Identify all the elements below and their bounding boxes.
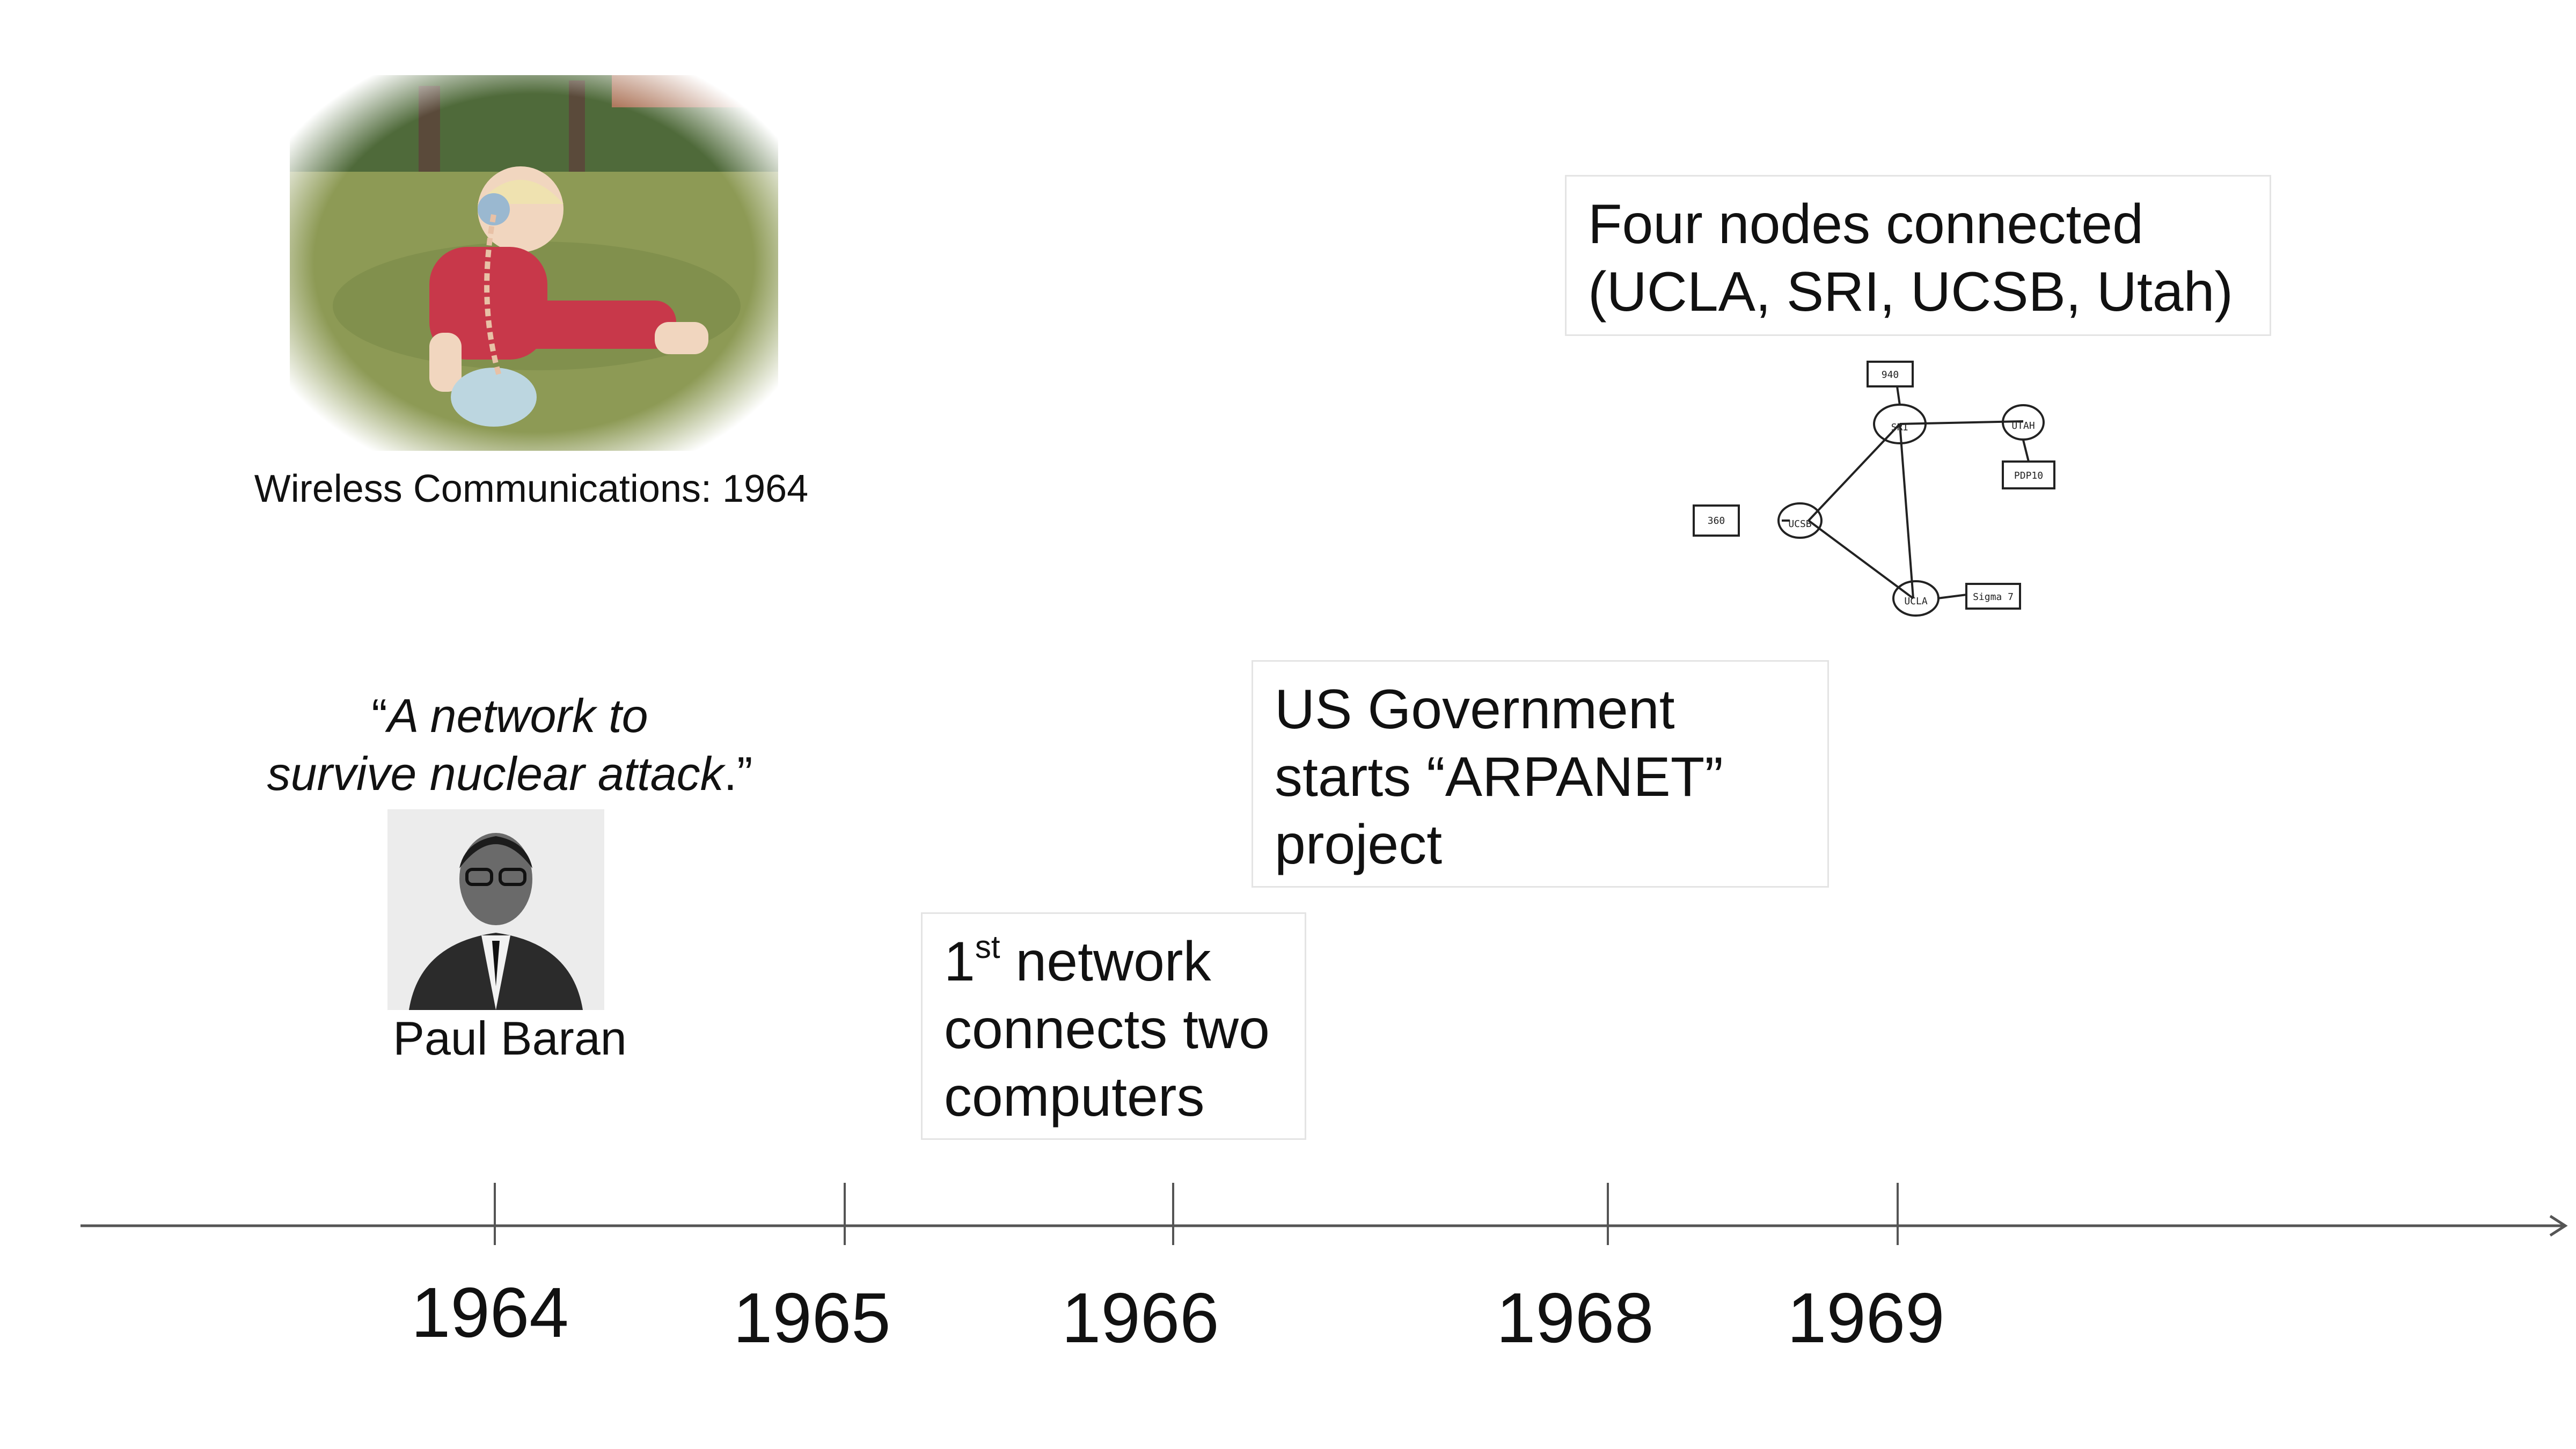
host-pdp10 [2002,460,2055,489]
node-utah-label: UTAH [2011,420,2035,431]
event-four-nodes: Four nodes connected (UCLA, SRI, UCSB, U… [1565,175,2271,336]
event-arpanet: US Government starts “ARPANET” project [1252,660,1829,888]
node-sri-label: SRI [1891,422,1909,433]
timeline-axis [80,1183,2568,1245]
host-360-label: 360 [1708,515,1725,526]
event-first-network-line-1: 1st network [944,928,1283,996]
host-sigma7-label: Sigma 7 [1973,591,2014,603]
baby-phone-photo [290,75,778,451]
host-940-label: 940 [1882,369,1899,380]
quote-open-mark: “ [371,689,387,742]
event-arpanet-line-1: US Government [1275,678,1675,741]
node-ucsb-label: UCSB [1788,518,1811,530]
person-name: Paul Baran [393,1012,627,1065]
paul-baran-portrait [387,809,604,1010]
host-940 [1867,361,1914,387]
year-label-1969: 1969 [1787,1278,1945,1357]
baran-quote: “A network to survive nuclear attack.” [182,687,837,803]
node-ucla [1892,580,1940,617]
host-360 [1693,504,1740,537]
quote-text-1: A network to [387,689,648,742]
event-first-network-sup: st [975,929,1000,965]
node-ucla-label: UCLA [1904,596,1928,607]
host-pdp10-label: PDP10 [2014,470,2043,481]
event-first-network-line-3: computers [944,1066,1205,1128]
quote-text-2: survive nuclear attack [267,747,724,800]
quote-line-2: survive nuclear attack.” [182,745,837,803]
node-sri [1873,404,1927,444]
event-arpanet-line-2: starts “ARPANET” [1275,746,1723,808]
event-four-nodes-line-2: (UCLA, SRI, UCSB, Utah) [1588,261,2234,323]
host-sigma7 [1965,583,2021,610]
event-first-network: 1st network connects two computers [921,912,1306,1140]
year-label-1968: 1968 [1496,1278,1654,1357]
event-arpanet-line-3: project [1275,814,1443,876]
event-four-nodes-line-1: Four nodes connected [1588,193,2143,255]
event-first-network-line-2: connects two [944,998,1270,1060]
quote-line-1: “A network to [182,687,837,745]
node-utah [2002,404,2045,441]
photo-caption: Wireless Communications: 1964 [254,467,809,510]
year-label-1965: 1965 [733,1278,891,1357]
year-label-1964: 1964 [411,1273,569,1352]
node-ucsb [1777,502,1823,539]
arpanet-sketch: SRI UTAH UCSB UCLA 940 PDP10 360 Sigma 7 [1693,361,2055,617]
event-first-network-prefix: 1 [944,931,975,993]
year-label-1966: 1966 [1062,1278,1219,1357]
quote-close-mark: .” [723,747,753,800]
event-first-network-rest: network [1000,931,1211,993]
